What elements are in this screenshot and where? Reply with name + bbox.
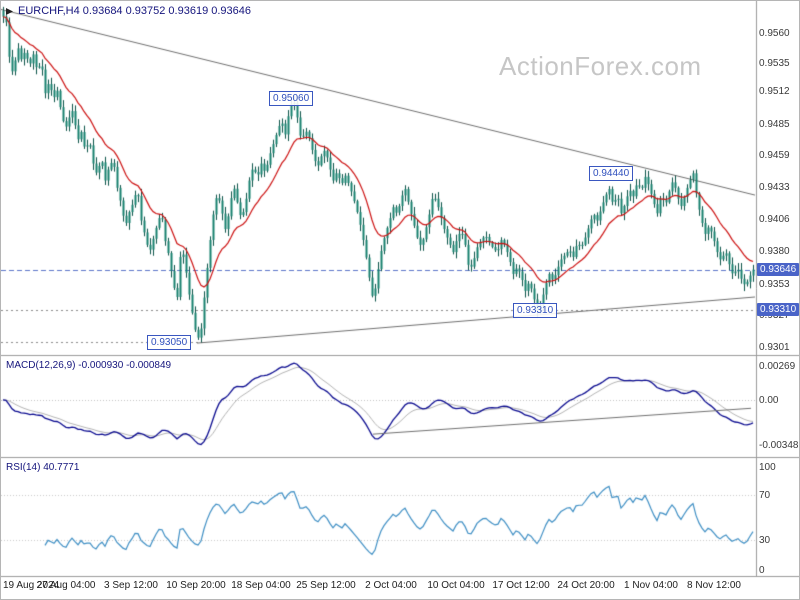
chart-canvas[interactable] <box>1 1 799 599</box>
forex-chart-window: EURCHF,H4 0.93684 0.93752 0.93619 0.9364… <box>0 0 800 600</box>
